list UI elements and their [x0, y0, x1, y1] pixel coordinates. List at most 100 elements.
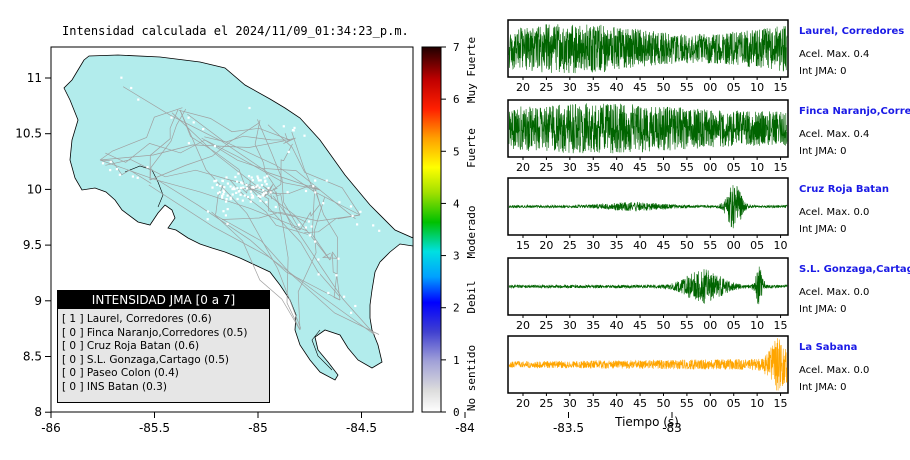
waveform-tick-label: 50 — [656, 397, 670, 410]
waveform-tick-label: 40 — [610, 81, 624, 94]
station-int-jma: Int JMA: 0 — [799, 304, 847, 315]
town-marker — [187, 142, 190, 145]
road-line — [214, 214, 380, 335]
town-marker — [215, 179, 218, 182]
town-marker — [322, 202, 325, 205]
waveform-tick-label: 30 — [586, 239, 600, 252]
waveform-tick-label: 05 — [750, 239, 764, 252]
colorbar-ticks: 0 1 2 3 4 5 6 7 — [441, 41, 460, 419]
town-marker — [241, 182, 244, 185]
road-line — [201, 137, 321, 191]
waveform-tick-label: 30 — [563, 81, 577, 94]
road-line — [314, 188, 341, 301]
town-marker — [237, 190, 240, 193]
waveform-tick-label: 55 — [680, 319, 694, 332]
waveform-tick-label: 15 — [774, 81, 788, 94]
road-line — [99, 159, 308, 232]
town-marker — [231, 188, 234, 191]
road-line — [254, 119, 277, 189]
waveform-tick-label: 20 — [516, 81, 530, 94]
town-marker — [101, 162, 105, 165]
map-x-tick-label: -84.5 — [346, 421, 377, 435]
road-line — [148, 184, 376, 336]
waveform-panel: 20 25 30 35 40 45 50 55 00 05 10 15 Finca Naranjo,Co… — [507, 99, 910, 174]
waveform-tick-label: 40 — [610, 397, 624, 410]
waveform-tick-label: 05 — [727, 161, 741, 174]
town-marker — [221, 196, 224, 199]
station-name: La Sabana — [799, 342, 857, 353]
waveform-tick-label: 15 — [774, 397, 788, 410]
town-marker — [226, 194, 229, 197]
waveform-tick-label: 50 — [656, 161, 670, 174]
map-x-tick-label: -83 — [662, 421, 682, 435]
colorbar-category-label: No sentido — [465, 345, 478, 411]
town-marker — [265, 183, 268, 186]
waveform-tick-label: 55 — [680, 397, 694, 410]
town-marker — [378, 229, 381, 232]
town-marker — [206, 218, 209, 221]
waveform-tick-label: 25 — [539, 319, 553, 332]
waveform-tick-label: 30 — [563, 319, 577, 332]
town-marker — [225, 198, 228, 201]
town-marker — [240, 181, 243, 184]
road-line — [275, 191, 301, 331]
waveform-panels: 20 25 30 35 40 45 50 55 00 05 10 15 Laurel, Corredor… — [507, 19, 910, 410]
legend-list: [ 1 ] Laurel, Corredores (0.6)[ 0 ] Finc… — [58, 313, 269, 395]
waveform-tick-label: 50 — [656, 81, 670, 94]
station-name: Finca Naranjo,Corredores — [799, 106, 910, 117]
town-marker — [243, 194, 246, 197]
town-marker — [219, 184, 222, 188]
map-title: Intensidad calculada el 2024/11/09_01:34… — [62, 24, 409, 38]
map-y-tick-label: 11 — [27, 71, 42, 85]
town-marker — [226, 182, 229, 185]
town-marker — [115, 168, 118, 171]
waveform-tick-label: 10 — [750, 161, 764, 174]
waveform-trace — [508, 266, 788, 305]
station-name: S.L. Gonzaga,Cartago — [799, 264, 910, 275]
map-y-tick-label: 9.5 — [23, 238, 42, 252]
town-marker — [246, 195, 249, 199]
road-line — [257, 119, 301, 231]
waveform-tick-label: 00 — [703, 319, 717, 332]
town-marker — [215, 183, 219, 186]
town-marker — [263, 176, 266, 179]
waveform-tick-label: 45 — [633, 161, 647, 174]
town-marker — [223, 190, 226, 193]
waveform-tick-label: 25 — [563, 239, 577, 252]
town-marker — [308, 234, 312, 237]
waveform-tick-label: 10 — [750, 397, 764, 410]
waveform-panel: 20 25 30 35 40 45 50 55 00 05 10 15 La Sabana Acel. M… — [507, 335, 869, 410]
town-marker — [335, 274, 338, 277]
town-marker — [236, 187, 239, 190]
waveform-tick-label: 35 — [586, 81, 600, 94]
town-marker — [249, 190, 252, 193]
town-marker — [317, 258, 320, 261]
road-line — [149, 122, 260, 181]
waveform-tick-label: 25 — [539, 397, 553, 410]
colorbar-tick-label: 4 — [453, 197, 460, 210]
town-marker — [297, 223, 301, 226]
waveform-tick-label: 30 — [563, 397, 577, 410]
town-marker — [343, 295, 346, 298]
road-line — [179, 109, 302, 329]
road-line — [249, 187, 340, 297]
town-marker — [262, 194, 265, 197]
town-marker — [229, 196, 232, 199]
town-marker — [314, 179, 317, 182]
town-marker — [226, 222, 229, 225]
waveform-tick-label: 10 — [750, 319, 764, 332]
map-x-tick-label: -83.5 — [553, 421, 584, 435]
town-marker — [222, 189, 225, 192]
town-marker — [242, 186, 245, 189]
town-marker — [264, 180, 267, 183]
town-marker — [109, 160, 112, 163]
town-marker — [136, 176, 139, 179]
station-int-jma: Int JMA: 0 — [799, 224, 847, 235]
waveform-tick-label: 05 — [727, 397, 741, 410]
town-marker — [255, 185, 258, 188]
town-marker — [274, 205, 277, 209]
town-marker — [192, 121, 195, 124]
waveform-tick-label: 00 — [703, 161, 717, 174]
colorbar-tick-label: 0 — [453, 406, 460, 419]
waveform-tick-label: 50 — [656, 319, 670, 332]
